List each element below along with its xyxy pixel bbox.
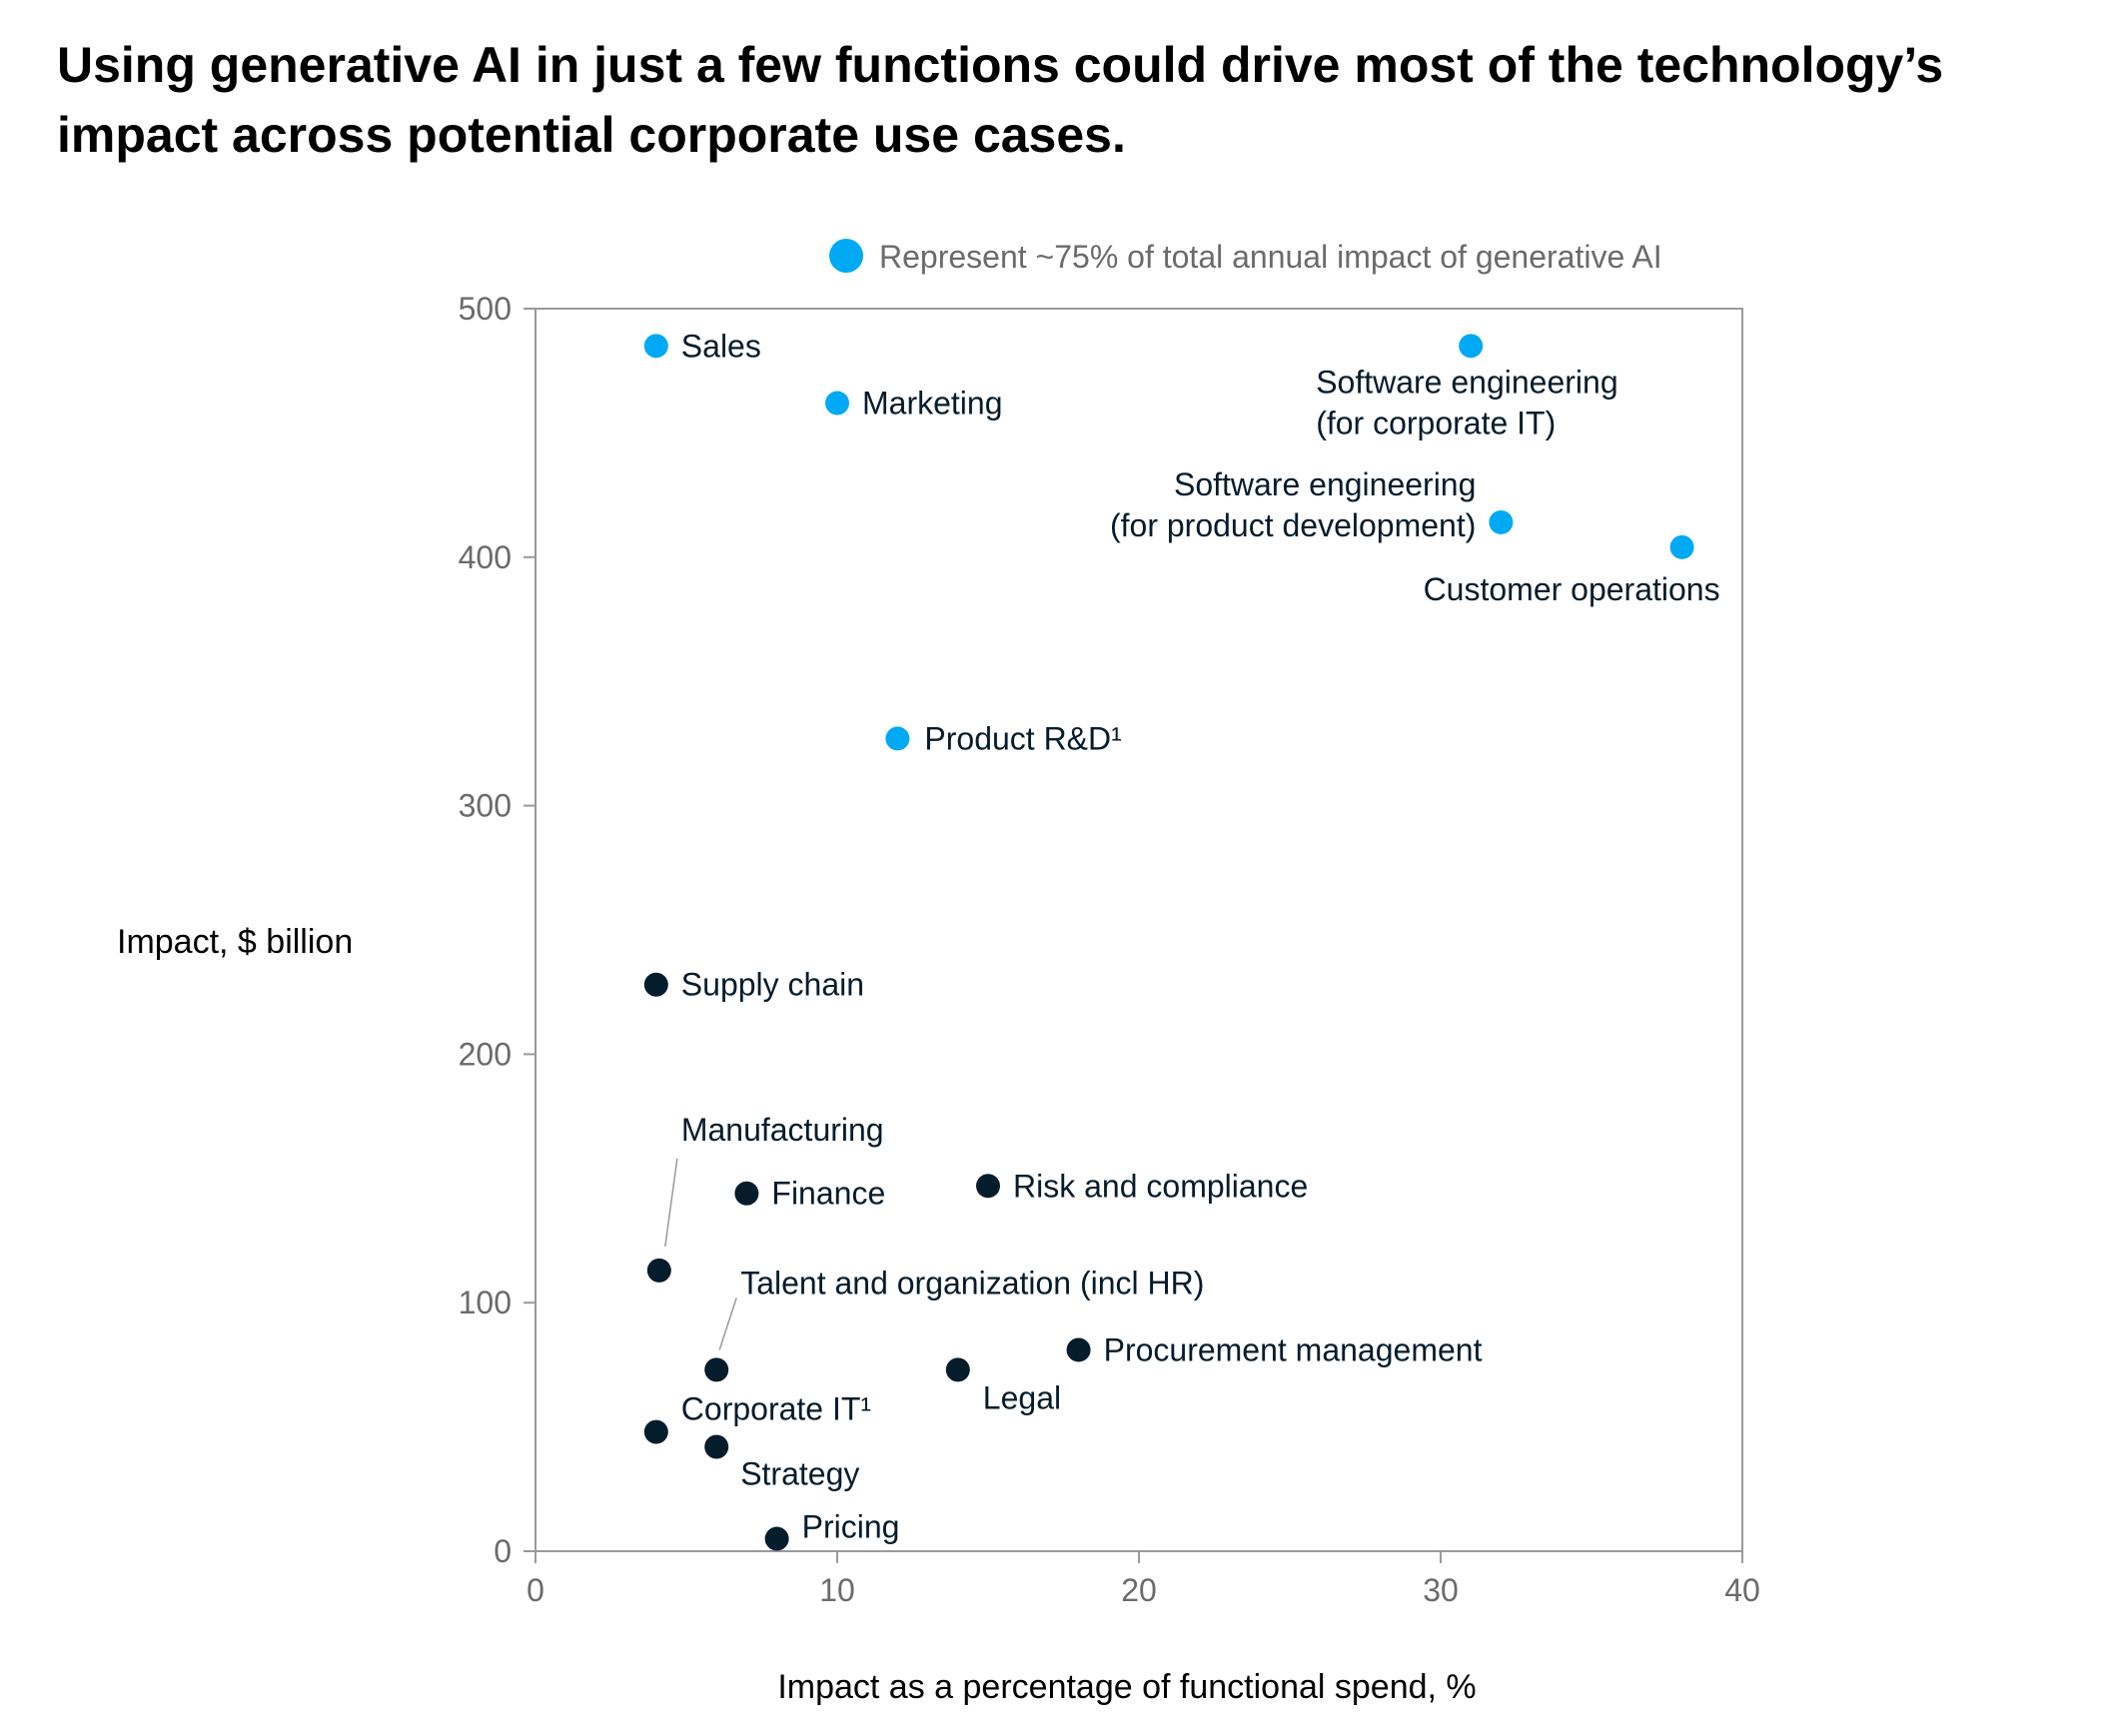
label-line: Supply chain xyxy=(681,967,864,1003)
point-supply-chain xyxy=(643,972,668,997)
y-tick-label-100: 100 xyxy=(459,1285,512,1320)
label-line: Strategy xyxy=(740,1456,859,1492)
point-strategy xyxy=(704,1434,729,1459)
label-line: Customer operations xyxy=(1424,571,1720,607)
point-talent-and-organization-incl-hr xyxy=(704,1357,729,1382)
label-line: (for corporate IT) xyxy=(1316,405,1556,440)
leader-line-talent-and-organization-incl-hr xyxy=(718,1298,737,1350)
point-corporate-it xyxy=(643,1419,668,1444)
label-legal: Legal xyxy=(983,1379,1061,1415)
label-line: Product R&D¹ xyxy=(924,720,1121,756)
point-sales xyxy=(643,334,668,359)
label-risk-and-compliance: Risk and compliance xyxy=(1013,1168,1308,1204)
label-line: Talent and organization (incl HR) xyxy=(740,1265,1204,1301)
label-line: Marketing xyxy=(862,386,1003,422)
point-risk-and-compliance xyxy=(976,1174,1000,1199)
y-tick-label-400: 400 xyxy=(459,539,512,575)
y-axis-label: Impact, $ billion xyxy=(117,923,353,961)
point-legal xyxy=(945,1357,970,1382)
label-line: Procurement management xyxy=(1104,1331,1483,1367)
point-marketing xyxy=(825,391,849,416)
label-customer-operations: Customer operations xyxy=(1424,571,1720,607)
label-line: (for product development) xyxy=(1110,507,1476,543)
x-axis-label: Impact as a percentage of functional spe… xyxy=(777,1668,1476,1706)
y-tick-label-300: 300 xyxy=(459,788,512,824)
label-line: Legal xyxy=(983,1379,1061,1415)
label-line: Manufacturing xyxy=(681,1112,884,1148)
label-line: Pricing xyxy=(802,1509,900,1545)
label-line: Sales xyxy=(681,328,761,364)
label-line: Software engineering xyxy=(1316,364,1617,400)
x-tick-label-10: 10 xyxy=(819,1572,855,1608)
label-line: Finance xyxy=(771,1176,885,1212)
label-line: Corporate IT¹ xyxy=(681,1391,871,1427)
x-tick-label-30: 30 xyxy=(1423,1572,1459,1608)
point-finance xyxy=(734,1181,759,1206)
leader-line-manufacturing xyxy=(664,1158,678,1247)
label-line: Risk and compliance xyxy=(1013,1168,1308,1204)
label-software-engineering-for-corporate-it: Software engineering (for corporate IT) xyxy=(1316,364,1617,440)
leader-lines xyxy=(664,1158,737,1350)
label-procurement-management: Procurement management xyxy=(1104,1331,1483,1367)
point-customer-operations xyxy=(1669,534,1694,559)
point-product-r-d xyxy=(885,726,910,751)
label-software-engineering-for-product-development: Software engineering (for product develop… xyxy=(1110,466,1476,543)
label-corporate-it: Corporate IT¹ xyxy=(681,1391,871,1427)
point-manufacturing xyxy=(646,1258,671,1283)
chart-title: Using generative AI in just a few functi… xyxy=(57,37,1944,163)
label-line: Software engineering xyxy=(1174,466,1476,502)
y-tick-label-500: 500 xyxy=(459,291,512,327)
y-tick-label-200: 200 xyxy=(459,1036,512,1072)
label-sales: Sales xyxy=(681,328,761,364)
label-product-r-d: Product R&D¹ xyxy=(924,720,1121,756)
legend-label: Represent ~75% of total annual impact of… xyxy=(879,239,1662,275)
legend-marker xyxy=(829,239,863,273)
label-finance: Finance xyxy=(771,1176,885,1212)
x-tick-label-0: 0 xyxy=(527,1572,544,1608)
label-manufacturing: Manufacturing xyxy=(681,1112,884,1148)
label-supply-chain: Supply chain xyxy=(681,967,864,1003)
y-axis-label-unit: $ billion xyxy=(228,923,353,961)
point-pricing xyxy=(764,1526,789,1551)
x-tick-label-40: 40 xyxy=(1724,1572,1760,1608)
point-software-engineering-for-corporate-it xyxy=(1459,334,1484,359)
data-points xyxy=(643,334,1694,1551)
y-axis-label-bold: Impact, xyxy=(117,923,228,961)
data-labels: Sales Marketing Software engineering (for c… xyxy=(681,328,1720,1544)
x-tick-label-20: 20 xyxy=(1121,1572,1157,1608)
legend: Represent ~75% of total annual impact of… xyxy=(829,239,1662,275)
label-marketing: Marketing xyxy=(862,386,1003,422)
point-software-engineering-for-product-development xyxy=(1489,509,1514,534)
x-axis: 0 10 20 30 40 xyxy=(527,1551,1760,1608)
y-axis: 0 100 200 300 400 500 xyxy=(459,291,535,1569)
label-strategy: Strategy xyxy=(740,1456,859,1492)
y-tick-label-0: 0 xyxy=(494,1533,512,1569)
label-pricing: Pricing xyxy=(802,1509,900,1545)
point-procurement-management xyxy=(1066,1337,1091,1362)
label-talent-and-organization-incl-hr: Talent and organization (incl HR) xyxy=(740,1265,1204,1301)
